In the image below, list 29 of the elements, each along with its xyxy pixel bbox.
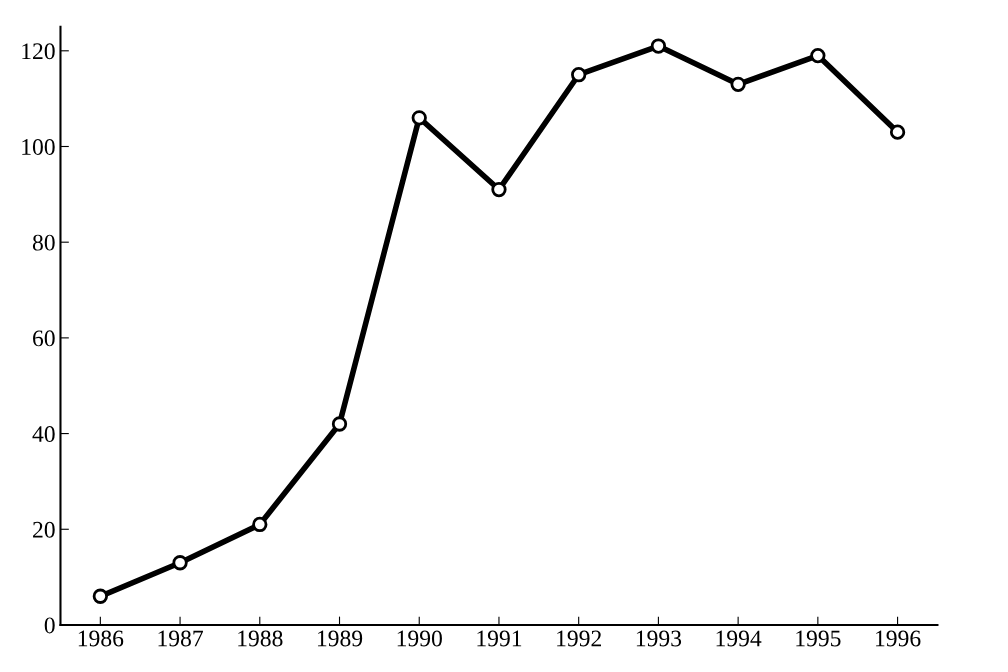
x-tick-label: 1991 — [477, 630, 522, 647]
x-tick-label: 1995 — [796, 630, 841, 647]
x-tick-label: 1990 — [397, 630, 442, 647]
point — [331, 416, 348, 432]
y-tick-label: 20 — [33, 521, 55, 538]
point — [571, 67, 587, 83]
x-tick-label: 1987 — [158, 630, 203, 647]
point — [92, 588, 108, 604]
point — [491, 181, 507, 198]
point — [650, 38, 667, 54]
point — [411, 110, 427, 126]
x-tick-label: 1992 — [557, 630, 601, 647]
y-tick-label: 60 — [33, 330, 55, 347]
point — [252, 516, 268, 533]
point — [172, 555, 188, 571]
point — [810, 47, 826, 64]
x-tick-label: 1993 — [636, 630, 682, 647]
y-tick-label: 80 — [32, 234, 55, 251]
x-tick-label: 1996 — [876, 630, 921, 647]
x-tick-label: 1986 — [78, 630, 124, 647]
x-tick-label: 1994 — [716, 630, 762, 647]
y-tick-label: 0 — [44, 617, 55, 634]
x-tick-label: 1988 — [238, 630, 283, 647]
y-tick-label: 100 — [22, 138, 55, 155]
y-tick-label: 120 — [22, 43, 55, 60]
x-tick-label: 1989 — [317, 630, 363, 647]
point — [730, 76, 746, 92]
y-tick-label: 40 — [32, 426, 55, 442]
point — [889, 124, 906, 140]
